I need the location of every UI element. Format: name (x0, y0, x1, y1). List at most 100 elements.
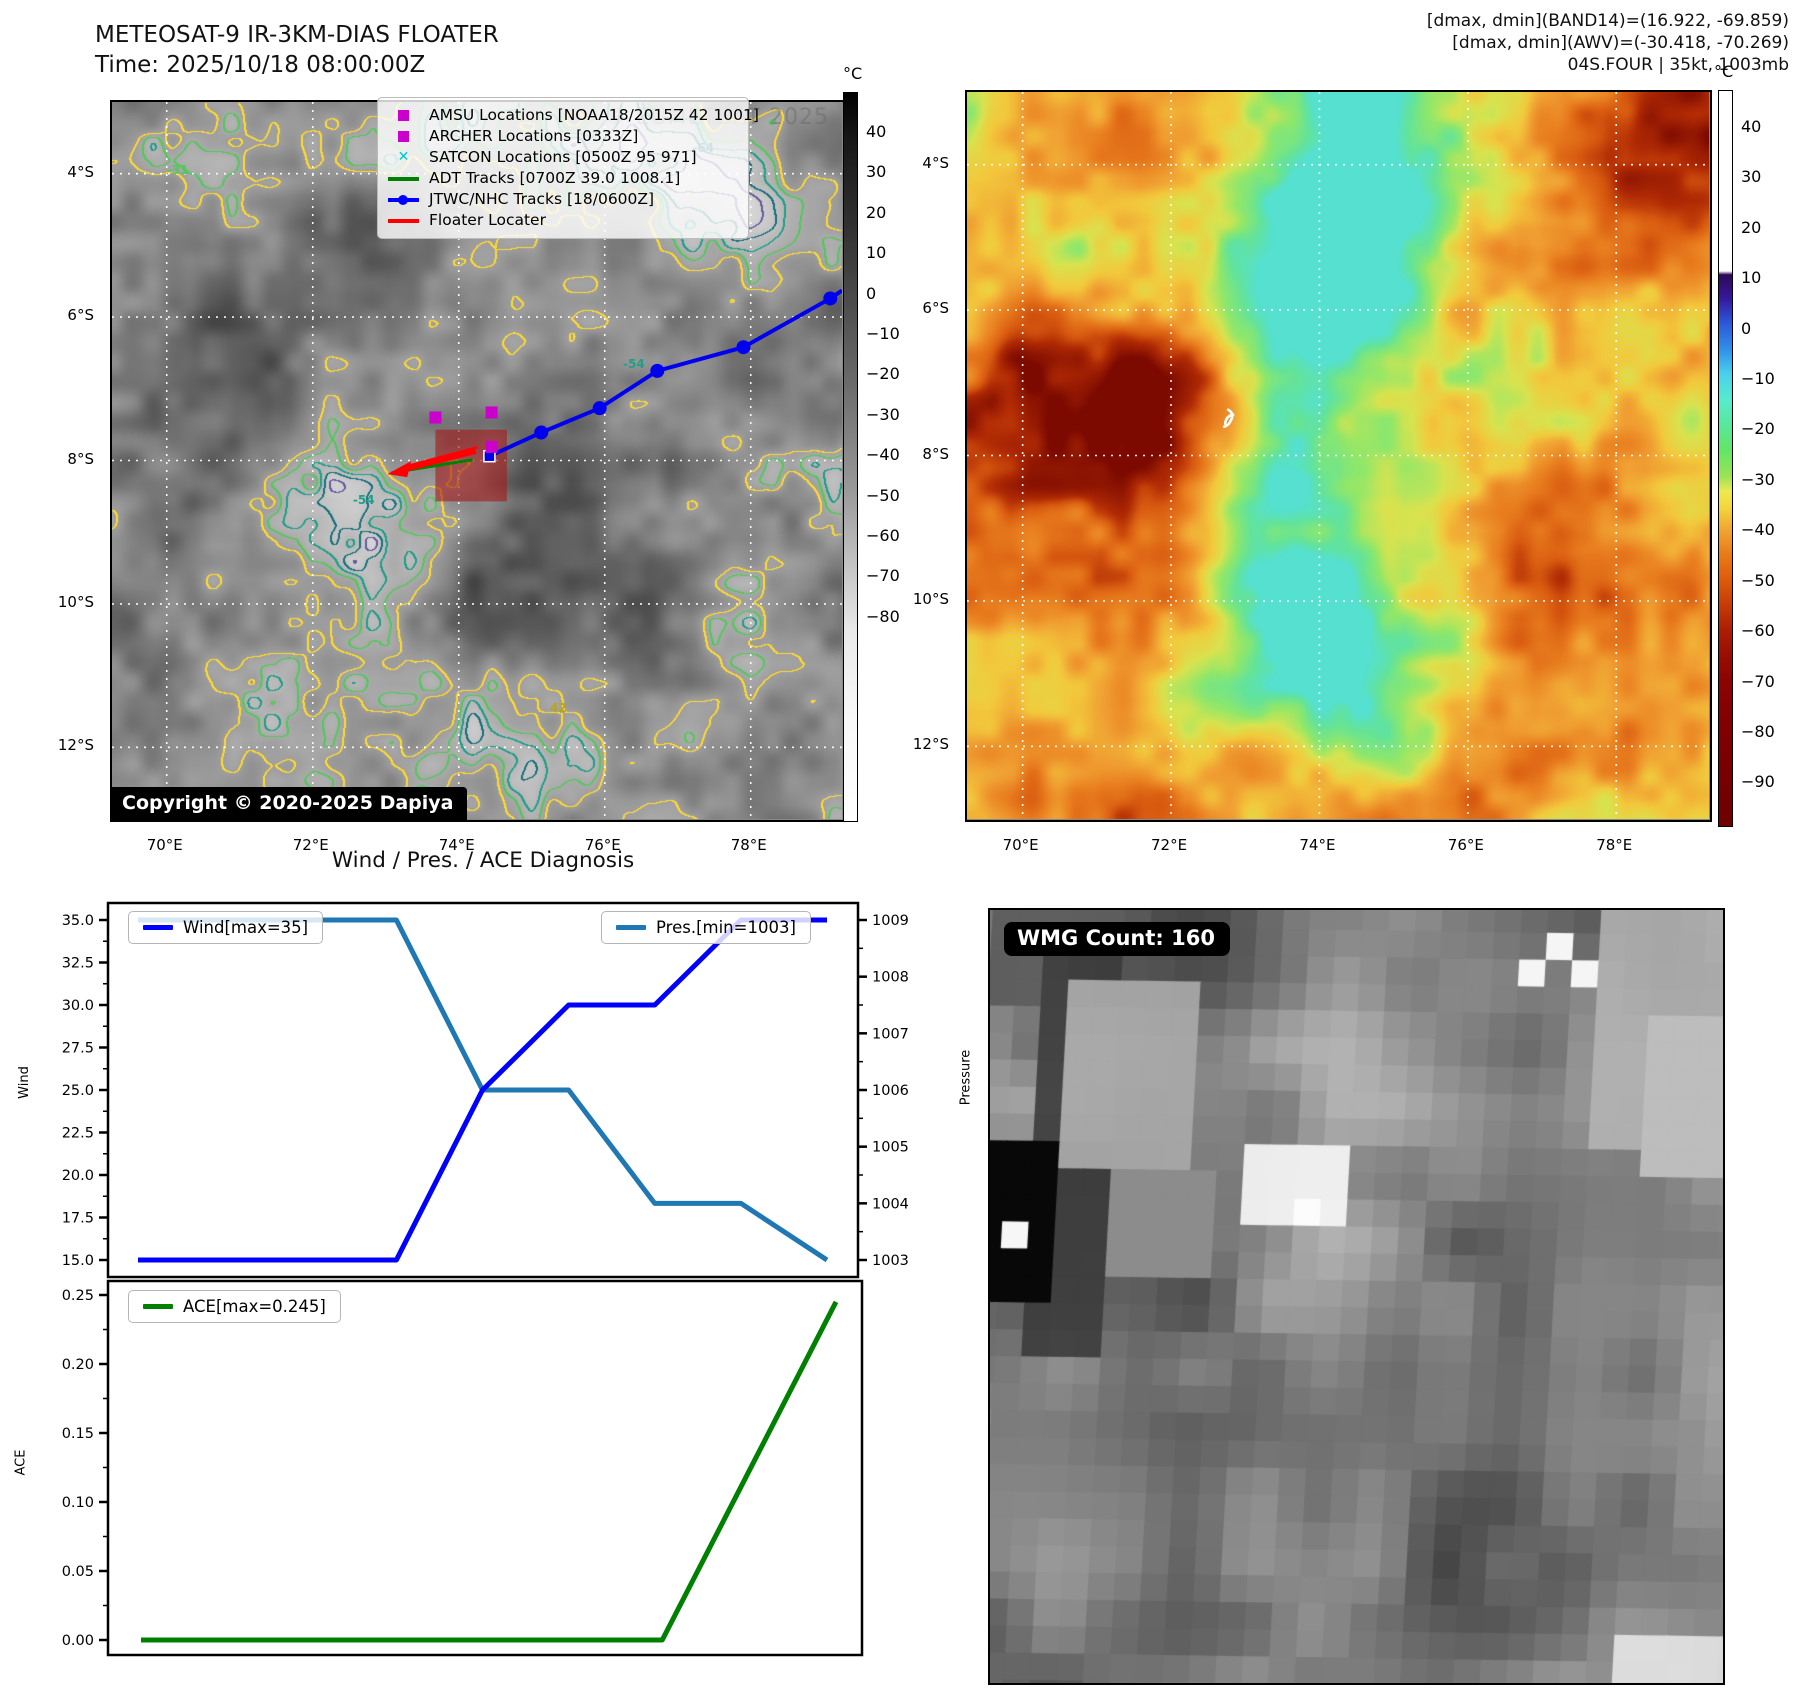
left-colorbar-tick: 30 (866, 162, 887, 182)
left-colorbar-tick: 0 (866, 283, 877, 303)
info-line-awv: [dmax, dmin](AWV)=(-30.418, -70.269) (1452, 33, 1789, 53)
page-time: Time: 2025/10/18 08:00:00Z (95, 52, 426, 78)
right-colorbar-tick: −20 (1741, 419, 1775, 439)
chart-tick-label: 17.5 (62, 1211, 94, 1227)
jtwc-track-point (534, 425, 549, 440)
lat-tick-label: 8°S (922, 444, 949, 463)
map-legend-item: AMSU Locations [NOAA18/2015Z 42 1001] (388, 105, 759, 126)
jtwc-track-point (650, 363, 665, 378)
map-legend-item: ✕ SATCON Locations [0500Z 95 971] (388, 147, 736, 168)
x-marker-icon: ✕ (397, 149, 410, 165)
chart-tick-label: 1003 (872, 1253, 909, 1269)
map-legend-label: JTWC/NHC Tracks [18/0600Z] (429, 190, 655, 208)
storm-center-symbol (1222, 408, 1235, 428)
lon-tick-label: 78°E (1596, 836, 1633, 854)
map-legend-label: ADT Tracks [0700Z 39.0 1008.1] (429, 169, 681, 187)
chart-tick-label: 22.5 (62, 1126, 94, 1142)
chart-tick-label: 0.10 (62, 1495, 94, 1511)
left-colorbar-tick: 10 (866, 243, 887, 263)
lon-tick-label: 74°E (1299, 836, 1336, 854)
lat-tick-label: 8°S (67, 449, 94, 468)
square-marker-icon (398, 110, 409, 121)
amsu-location-marker (485, 406, 498, 419)
left-colorbar-tick: −50 (866, 485, 900, 505)
left-colorbar-tick: −70 (866, 566, 900, 586)
info-line-band14: [dmax, dmin](BAND14)=(16.922, -69.859) (1426, 11, 1789, 31)
right-colorbar (1718, 90, 1733, 827)
left-colorbar-tick: −20 (866, 364, 900, 384)
right-colorbar-tick: −60 (1741, 621, 1775, 641)
right-colorbar-tick: −30 (1741, 469, 1775, 489)
chart-title: Wind / Pres. / ACE Diagnosis (331, 848, 635, 873)
right-colorbar-tick: −90 (1741, 772, 1775, 792)
ir-color-map (965, 90, 1712, 822)
floater-arrow-head (387, 461, 412, 478)
chart-tick-label: 1008 (872, 970, 909, 986)
pressure-legend-swatch (616, 925, 646, 930)
wind-legend-swatch (143, 925, 173, 930)
dot-marker-icon (398, 194, 408, 205)
right-colorbar-tick: −80 (1741, 721, 1775, 741)
map-legend-label: ARCHER Locations [0333Z] (429, 127, 639, 145)
map-legend-item: ADT Tracks [0700Z 39.0 1008.1] (388, 168, 736, 189)
lat-tick-label: 10°S (912, 589, 949, 608)
right-colorbar-tick: −50 (1741, 570, 1775, 590)
map-legend: AMSU Locations [NOAA18/2015Z 42 1001] ARC… (377, 97, 759, 239)
chart-tick-label: 1007 (872, 1026, 909, 1042)
wind-pressure-chart: 35.0 32.5 30.0 27.5 25.0 22.5 20.0 17.5 15.0 1009… (62, 901, 909, 1279)
chart-tick-label: 0.20 (62, 1357, 94, 1373)
ace-legend-swatch (143, 1304, 173, 1309)
right-colorbar-tick: 10 (1741, 268, 1762, 288)
lat-tick-label: 12°S (912, 735, 949, 754)
map-legend-item: JTWC/NHC Tracks [18/0600Z] (388, 189, 736, 210)
right-colorbar-tick: 30 (1741, 167, 1762, 187)
chart-tick-label: 1009 (872, 913, 909, 929)
left-colorbar-tick: −10 (866, 323, 900, 343)
ace-axis-label: ACE (13, 1449, 29, 1476)
line-marker-icon (388, 218, 419, 223)
chart-tick-label: 0.05 (62, 1564, 94, 1580)
right-colorbar-tick: −10 (1741, 369, 1775, 389)
right-colorbar-tick: −70 (1741, 671, 1775, 691)
chart-tick-label: 1005 (872, 1140, 909, 1156)
chart-tick-label: 30.0 (62, 998, 94, 1014)
chart-tick-label: 1006 (872, 1083, 909, 1099)
info-line-storm: 04S.FOUR | 35kt, 1003mb (1567, 55, 1789, 75)
lat-tick-label: 4°S (67, 162, 94, 181)
chart-tick-label: 20.0 (62, 1168, 94, 1184)
lat-tick-label: 10°S (57, 592, 94, 611)
amsu-location-marker (485, 440, 498, 453)
lon-tick-label: 70°E (1002, 836, 1039, 854)
lon-tick-label: 72°E (292, 836, 329, 854)
ace-legend: ACE[max=0.245] (128, 1290, 341, 1323)
ir-color-canvas (967, 92, 1709, 819)
lon-tick-label: 76°E (584, 836, 621, 854)
chart-tick-label: 32.5 (62, 956, 94, 972)
map-legend-label: Floater Locater (429, 211, 546, 229)
amsu-location-marker (429, 411, 442, 424)
pressure-axis-label: Pressure (958, 1049, 974, 1106)
chart-tick-label: 15.0 (62, 1253, 94, 1269)
right-colorbar-unit: °C (1714, 62, 1734, 81)
chart-tick-label: 35.0 (62, 913, 94, 929)
left-colorbar-tick: −80 (866, 606, 900, 626)
map-legend-label: SATCON Locations [0500Z 95 971] (429, 148, 697, 166)
jtwc-track-point (823, 291, 838, 306)
wmg-pixel-panel (988, 908, 1725, 1685)
lon-tick-label: 72°E (1151, 836, 1188, 854)
lon-tick-label: 70°E (146, 836, 183, 854)
square-marker-icon (398, 131, 409, 142)
left-colorbar-tick: −40 (866, 445, 900, 465)
info-block: [dmax, dmin](BAND14)=(16.922, -69.859) [… (1427, 10, 1789, 76)
ace-legend-label: ACE[max=0.245] (183, 1297, 326, 1316)
chart-tick-label: 0.00 (62, 1633, 94, 1649)
lat-tick-label: 6°S (67, 306, 94, 325)
lat-tick-label: 6°S (922, 299, 949, 318)
right-colorbar-tick: −40 (1741, 520, 1775, 540)
lat-tick-label: 4°S (922, 153, 949, 172)
contour-label: -54 (352, 492, 375, 507)
right-colorbar-tick: 0 (1741, 318, 1752, 338)
lon-tick-label: 74°E (438, 836, 475, 854)
pressure-legend: Pres.[min=1003] (601, 911, 811, 944)
